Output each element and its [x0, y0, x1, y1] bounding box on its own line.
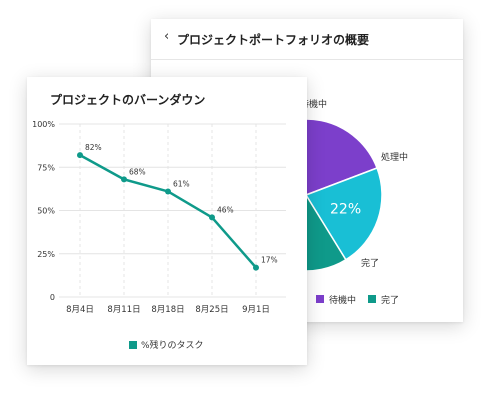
y-tick-label-3: 75%	[37, 163, 55, 172]
x-tick-label-1: 8月11日	[107, 305, 140, 315]
data-label-3: 46%	[217, 205, 234, 214]
data-label-4: 17%	[261, 256, 278, 265]
x-tick-label-0: 8月4日	[66, 305, 94, 315]
x-tick-label-4: 9月1日	[242, 305, 270, 315]
y-tick-label-1: 25%	[37, 250, 55, 259]
y-tick-label-2: 50%	[37, 207, 55, 216]
legend-swatch-remaining	[129, 341, 137, 349]
pie-legend-label-1: 完了	[381, 294, 399, 306]
burndown-card: プロジェクトのバーンダウン 0 25% 50% 75% 100% 8月4日 8月11日 8月1…	[27, 77, 307, 365]
pie-category-label-1: 処理中	[381, 151, 408, 163]
pie-value-label-1: 22%	[330, 201, 361, 217]
pie-legend-swatch-0	[316, 295, 324, 303]
y-tick-label-4: 100%	[32, 120, 55, 129]
data-point-3	[209, 214, 215, 221]
data-point-0	[77, 152, 83, 159]
data-label-0: 82%	[85, 143, 102, 152]
legend-label-remaining: %残りのタスク	[141, 341, 204, 351]
burndown-line-chart: 0 25% 50% 75% 100% 8月4日 8月11日 8月18日 8月25日 9月1日 82%…	[32, 120, 286, 315]
pie-category-label-2: 完了	[361, 257, 379, 269]
pie-legend-label-0: 待機中	[329, 294, 356, 306]
data-label-2: 61%	[173, 179, 190, 188]
y-tick-label-0: 0	[50, 293, 55, 302]
data-point-2	[165, 188, 171, 195]
portfolio-card-title: プロジェクトポートフォリオの概要	[177, 33, 370, 47]
data-point-4	[253, 264, 259, 271]
burndown-card-title: プロジェクトのバーンダウン	[50, 93, 206, 107]
data-label-1: 68%	[129, 167, 146, 176]
data-point-1	[121, 176, 127, 183]
pie-slice-1	[304, 167, 383, 261]
burndown-legend: %残りのタスク	[129, 338, 204, 351]
x-tick-label-2: 8月18日	[151, 305, 184, 315]
pie-legend-swatch-1	[368, 295, 376, 303]
chevron-left-icon[interactable]: ‹	[164, 29, 170, 44]
x-tick-label-3: 8月25日	[195, 305, 228, 315]
portfolio-card-header: ‹ プロジェクトポートフォリオの概要	[151, 19, 463, 60]
